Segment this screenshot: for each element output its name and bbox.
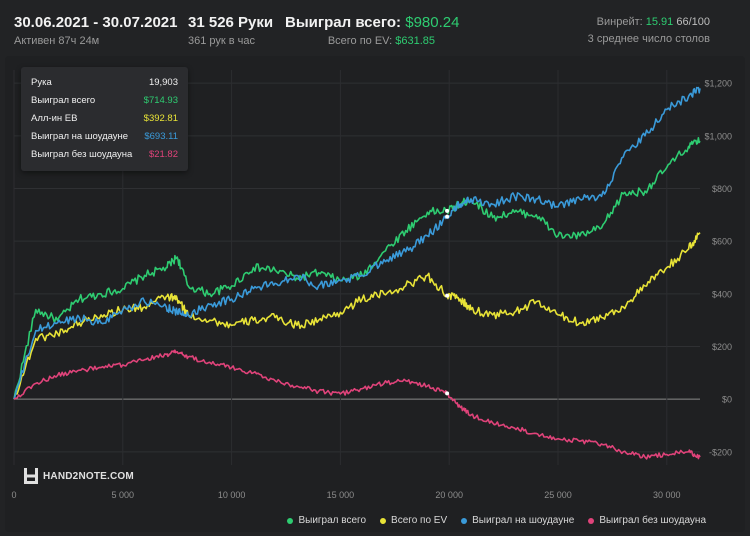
tooltip-row-ev: Алл-ин EB $392.81 xyxy=(31,113,178,127)
tooltip-label: Выиграл всего xyxy=(31,95,96,106)
tooltip-value: $714.93 xyxy=(143,95,178,106)
tooltip-label: Алл-ин EB xyxy=(31,113,78,124)
tooltip-value: $693.11 xyxy=(144,131,178,142)
date-range[interactable]: 30.06.2021 - 30.07.2021 xyxy=(14,14,178,31)
legend-label: Выиграл всего xyxy=(298,515,367,526)
hand2note-logo-icon xyxy=(24,468,38,484)
y-tick-label: $1,200 xyxy=(704,79,732,89)
tooltip-value: 19,903 xyxy=(148,77,178,88)
tooltip-label: Выиграл на шоудауне xyxy=(31,131,129,142)
hover-point xyxy=(445,391,450,396)
legend-item-won[interactable]: Выиграл всего xyxy=(287,515,366,526)
tooltip-label: Выиграл без шоудауна xyxy=(31,149,133,160)
y-tick-label: $800 xyxy=(712,184,732,194)
x-tick-label: 15 000 xyxy=(327,490,355,500)
won-value: $980.24 xyxy=(405,14,460,31)
legend-item-showdown[interactable]: Выиграл на шоудауне xyxy=(461,515,574,526)
legend-dot xyxy=(380,517,387,524)
legend-label: Выиграл на шоудауне xyxy=(472,515,575,526)
ev-value: $631.85 xyxy=(395,35,435,47)
tooltip-value: $392.81 xyxy=(143,113,178,124)
legend-label: Выиграл без шоудауна xyxy=(599,515,706,526)
winrate-fraction: 66/100 xyxy=(676,16,710,28)
winrate-block: Винрейт: 15.91 66/100 3 среднее число ст… xyxy=(540,16,710,45)
tooltip-row-showdown: Выиграл на шоудауне $693.11 xyxy=(31,131,178,145)
y-tick-label: $400 xyxy=(712,289,732,299)
series-line xyxy=(13,86,701,400)
series-line xyxy=(13,232,701,400)
brand-logo: HAND2NOTE.COM xyxy=(24,466,134,486)
y-tick-label: $1,000 xyxy=(704,131,732,141)
x-tick-label: 10 000 xyxy=(218,490,246,500)
tooltip-row-nonshowdown: Выиграл без шоудауна $21.82 xyxy=(31,149,178,163)
hands-per-hour: 361 рук в час xyxy=(188,35,256,47)
hover-point xyxy=(445,208,450,213)
tooltip-row-hand: Рука 19,903 xyxy=(31,77,178,91)
legend-label: Всего по EV xyxy=(391,515,448,526)
hands-count: 31 526 Руки xyxy=(188,14,274,31)
ev-label: Всего по EV: xyxy=(327,35,393,47)
date-block: 30.06.2021 - 30.07.2021 Активен 87ч 24м xyxy=(14,14,177,47)
y-tick-label: $200 xyxy=(712,342,732,352)
hover-point xyxy=(445,214,450,219)
tooltip-value: $21.82 xyxy=(148,149,178,160)
chart-legend: Выиграл всего Всего по EV Выиграл на шоу… xyxy=(287,515,706,526)
x-tick-label: 30 000 xyxy=(653,490,681,500)
legend-item-ev[interactable]: Всего по EV xyxy=(380,515,447,526)
won-block: Выиграл всего: $980.24 Всего по EV: $631… xyxy=(285,14,459,47)
y-tick-label: -$200 xyxy=(709,447,732,457)
tooltip-row-won: Выиграл всего $714.93 xyxy=(31,95,178,109)
summary-header: 30.06.2021 - 30.07.2021 Активен 87ч 24м … xyxy=(0,0,750,56)
legend-dot xyxy=(461,517,468,524)
legend-dot xyxy=(287,517,294,524)
hover-point xyxy=(445,293,450,298)
legend-item-nonshowdown[interactable]: Выиграл без шоудауна xyxy=(588,515,706,526)
series-line xyxy=(13,137,701,400)
brand-name: HAND2NOTE.COM xyxy=(43,470,134,482)
won-label: Выиграл всего: xyxy=(285,14,402,31)
x-tick-label: 20 000 xyxy=(435,490,463,500)
active-time: Активен 87ч 24м xyxy=(14,35,100,47)
series-line xyxy=(13,349,701,460)
tables-count: 3 среднее число столов xyxy=(587,33,710,45)
winrate-label: Винрейт: xyxy=(596,16,643,28)
x-tick-label: 0 xyxy=(11,490,16,500)
y-tick-label: $0 xyxy=(722,395,732,405)
tooltip-label: Рука xyxy=(31,77,52,88)
hands-block: 31 526 Руки 361 рук в час xyxy=(188,14,273,47)
y-tick-label: $600 xyxy=(712,237,732,247)
winrate-value: 15.91 xyxy=(645,16,674,28)
hover-tooltip: Рука 19,903 Выиграл всего $714.93 Алл-ин… xyxy=(21,67,188,171)
x-tick-label: 5 000 xyxy=(112,490,135,500)
x-tick-label: 25 000 xyxy=(544,490,572,500)
legend-dot xyxy=(588,517,595,524)
